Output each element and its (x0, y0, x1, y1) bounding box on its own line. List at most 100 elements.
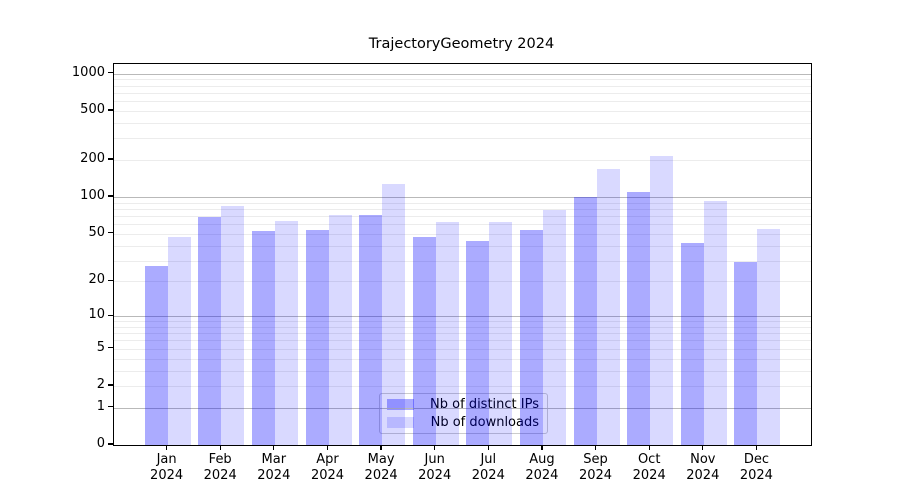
x-tick-label: May 2024 (364, 452, 398, 483)
legend-swatch-downloads (387, 417, 414, 428)
legend-entry-downloads: Nb of downloads (387, 415, 539, 430)
x-tick-label: Jul 2024 (471, 452, 505, 483)
x-tick-mark (541, 445, 543, 451)
bar-ips-dec (734, 262, 758, 445)
y-tick-mark (108, 443, 113, 445)
x-tick-mark (648, 445, 650, 451)
bar-downloads-dec (757, 228, 781, 445)
gridline-minor (114, 101, 811, 103)
y-tick-label: 1000 (71, 64, 105, 80)
y-tick-mark (108, 109, 113, 111)
gridline-minor (114, 370, 811, 372)
bar-downloads-apr (328, 214, 352, 445)
gridline-major (114, 197, 811, 198)
gridline-minor (114, 245, 811, 247)
x-tick-label: Dec 2024 (739, 452, 773, 483)
gridline-minor (114, 92, 811, 94)
gridline-minor (114, 260, 811, 262)
x-tick-mark (434, 445, 436, 451)
gridline-minor (114, 111, 811, 112)
bar-downloads-jan (167, 237, 191, 445)
gridline-minor (114, 348, 811, 350)
y-tick-mark (108, 72, 113, 74)
x-tick-label: Apr 2024 (310, 452, 345, 483)
x-tick-label: Nov 2024 (686, 452, 720, 483)
y-tick-label: 1 (96, 398, 105, 414)
plot-area: Nb of distinct IPs Nb of downloads (113, 63, 812, 446)
y-tick-label: 50 (88, 224, 105, 240)
y-tick-mark (108, 195, 113, 197)
gridline-minor (114, 85, 811, 87)
bar-ips-mar (251, 230, 275, 445)
bar-downloads-jul (489, 222, 513, 445)
y-tick-label: 0 (96, 436, 105, 451)
bar-ips-feb (198, 216, 222, 445)
gridline-minor (114, 160, 811, 161)
gridline-major (114, 316, 811, 318)
y-tick-label: 500 (80, 102, 105, 117)
gridline-minor (114, 326, 811, 328)
gridline-minor (114, 138, 811, 140)
gridline-minor (114, 208, 811, 210)
bar-ips-may (359, 214, 383, 445)
x-tick-label: Jan 2024 (150, 452, 184, 483)
chart-title: TrajectoryGeometry 2024 (368, 36, 555, 52)
bar-ips-jun (412, 237, 436, 445)
gridline-minor (114, 224, 811, 226)
bar-downloads-mar (274, 220, 298, 445)
bar-downloads-sep (596, 168, 620, 445)
y-tick-mark (108, 232, 113, 234)
gridline-major (114, 73, 811, 75)
y-tick-mark (108, 347, 113, 349)
x-tick-mark (165, 445, 168, 451)
y-tick-label: 200 (80, 151, 105, 166)
bar-downloads-may (382, 183, 406, 445)
bar-ips-oct (627, 191, 651, 445)
gridline-minor (114, 358, 811, 360)
legend-label: Nb of downloads (430, 415, 539, 430)
x-tick-mark (487, 445, 489, 451)
x-tick-mark (219, 445, 221, 451)
gridline-minor (114, 216, 811, 217)
x-tick-label: Oct 2024 (632, 452, 666, 483)
gridline-minor (114, 333, 811, 335)
bar-downloads-jun (435, 221, 459, 445)
gridline-minor (114, 122, 811, 124)
gridline-minor (114, 340, 811, 342)
bar-ips-jan (144, 266, 168, 445)
x-tick-label: Mar 2024 (257, 452, 291, 483)
legend-entry-distinct-ips: Nb of distinct IPs (387, 397, 539, 412)
y-tick-mark (108, 314, 113, 316)
y-tick-label: 100 (80, 188, 105, 203)
gridline-minor (114, 386, 811, 387)
gridline-minor (114, 321, 811, 323)
x-tick-mark (755, 445, 758, 451)
bar-downloads-oct (650, 156, 674, 445)
y-tick-label: 10 (88, 307, 105, 323)
x-tick-mark (380, 445, 382, 451)
y-tick-label: 2 (96, 377, 105, 392)
gridline-minor (114, 79, 811, 81)
bar-ips-sep (573, 197, 597, 445)
y-tick-label: 5 (96, 339, 105, 355)
bar-ips-apr (305, 229, 329, 445)
x-tick-label: Jun 2024 (418, 452, 452, 483)
legend-swatch-distinct-ips (387, 399, 414, 410)
gridline-minor (114, 281, 811, 283)
y-tick-mark (108, 406, 113, 408)
y-tick-mark (108, 279, 113, 282)
x-tick-mark (273, 445, 275, 451)
bar-downloads-aug (542, 210, 566, 445)
bar-downloads-nov (703, 200, 727, 445)
bar-ips-jul (466, 240, 490, 445)
gridline-minor (114, 202, 811, 204)
x-tick-mark (326, 445, 329, 451)
bar-downloads-feb (221, 206, 245, 445)
x-tick-label: Sep 2024 (578, 452, 613, 483)
x-tick-label: Feb 2024 (203, 452, 237, 483)
bar-ips-aug (519, 229, 543, 445)
x-tick-mark (594, 445, 597, 451)
y-tick-mark (108, 158, 113, 160)
y-tick-mark (108, 384, 113, 386)
